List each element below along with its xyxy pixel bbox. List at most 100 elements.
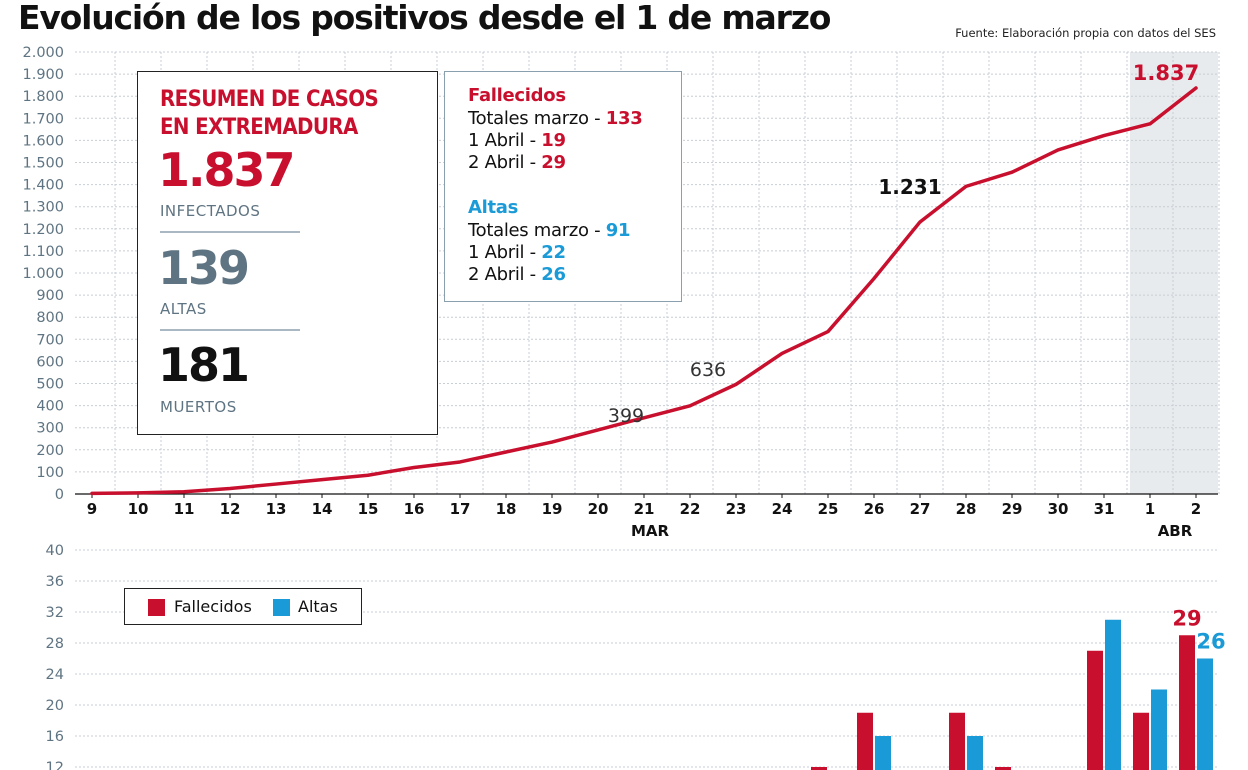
source-note: Fuente: Elaboración propia con datos del…: [955, 26, 1216, 40]
positivos-point: [228, 486, 232, 490]
x-tick-label: 27: [910, 500, 931, 518]
positivos-point: [182, 490, 186, 494]
line-annotation: 636: [690, 359, 726, 381]
x-tick-label: 26: [864, 500, 885, 518]
y-tick-label: 500: [36, 377, 64, 393]
y-tick-label: 200: [36, 443, 64, 459]
positivos-point: [1194, 86, 1198, 90]
altas-value: 139: [158, 241, 250, 295]
row-label: Totales marzo -: [468, 108, 606, 129]
fallecidos-bar: [811, 767, 827, 770]
x-tick-label: 24: [772, 500, 793, 518]
positivos-point: [136, 491, 140, 495]
legend-swatch-altas: [273, 599, 290, 616]
row-label: 1 Abril -: [468, 242, 542, 263]
fallecidos-title: Fallecidos: [468, 85, 566, 106]
x-tick-label: 23: [726, 500, 747, 518]
y-tick-label: 800: [36, 310, 64, 326]
month-label: ABR: [1158, 522, 1193, 540]
positivos-point: [1102, 134, 1106, 138]
fallecidos-bar: [995, 767, 1011, 770]
bar-y-tick-label: 20: [46, 698, 64, 714]
fallecidos-bar: [1133, 712, 1149, 770]
fallecidos-bar: [1179, 635, 1195, 770]
y-tick-label: 1.600: [22, 133, 64, 149]
x-tick-label: 16: [404, 500, 425, 518]
bar-legend: Fallecidos Altas: [124, 588, 362, 625]
y-tick-label: 900: [36, 288, 64, 304]
positivos-point: [734, 382, 738, 386]
positivos-point: [872, 277, 876, 281]
y-tick-label: 100: [36, 465, 64, 481]
x-tick-label: 21: [634, 500, 655, 518]
altas-label: ALTAS: [160, 300, 207, 318]
x-tick-label: 18: [496, 500, 517, 518]
x-tick-label: 30: [1048, 500, 1069, 518]
legend-label-fallecidos: Fallecidos: [174, 597, 252, 616]
altas-row: Totales marzo - 91: [468, 220, 631, 242]
positivos-point: [90, 491, 94, 495]
row-value: 19: [541, 130, 566, 151]
line-annotation: 399: [608, 405, 644, 427]
x-tick-label: 2: [1191, 500, 1201, 518]
bar-y-tick-label: 28: [46, 636, 64, 652]
positivos-point: [504, 450, 508, 454]
altas-title: Altas: [468, 197, 519, 218]
fallecidos-row: Totales marzo - 133: [468, 108, 643, 130]
row-value: 26: [541, 264, 566, 285]
x-tick-label: 11: [174, 500, 195, 518]
x-tick-label: 14: [312, 500, 333, 518]
y-tick-label: 1.900: [22, 67, 64, 83]
bar-y-tick-label: 36: [46, 574, 64, 590]
x-tick-label: 9: [87, 500, 97, 518]
legend-swatch-fallecidos: [148, 599, 165, 616]
altas-bar: [1197, 658, 1213, 770]
muertos-label: MUERTOS: [160, 398, 237, 416]
positivos-point: [1056, 148, 1060, 152]
bar-y-tick-label: 32: [46, 605, 64, 621]
altas-bar: [1105, 619, 1121, 770]
x-tick-label: 1: [1145, 500, 1155, 518]
y-tick-label: 300: [36, 421, 64, 437]
y-tick-label: 0: [55, 487, 64, 503]
positivos-point: [688, 404, 692, 408]
x-tick-label: 12: [220, 500, 241, 518]
y-tick-label: 700: [36, 332, 64, 348]
y-tick-label: 1.800: [22, 89, 64, 105]
x-tick-label: 15: [358, 500, 379, 518]
y-tick-label: 1.300: [22, 200, 64, 216]
summary-heading: RESUMEN DE CASOS EN EXTREMADURA: [160, 86, 379, 142]
y-tick-label: 1.400: [22, 178, 64, 194]
bar-y-tick-label: 12: [46, 760, 64, 770]
infectados-value: 1.837: [158, 143, 296, 197]
row-value: 22: [541, 242, 566, 263]
y-tick-label: 1.700: [22, 111, 64, 127]
row-label: 1 Abril -: [468, 130, 542, 151]
month-label: MAR: [631, 522, 670, 540]
y-tick-label: 1.500: [22, 156, 64, 172]
row-label: 2 Abril -: [468, 152, 542, 173]
x-tick-label: 13: [266, 500, 287, 518]
fallecidos-bar: [949, 712, 965, 770]
positivos-point: [780, 351, 784, 355]
line-annotation: 1.231: [878, 175, 941, 199]
positivos-point: [366, 473, 370, 477]
fallecidos-row: 2 Abril - 29: [468, 152, 566, 174]
bar-y-tick-label: 40: [46, 543, 64, 559]
x-tick-label: 25: [818, 500, 839, 518]
summary-divider: [160, 231, 300, 233]
positivos-point: [918, 220, 922, 224]
row-value: 133: [605, 108, 643, 129]
positivos-point: [550, 440, 554, 444]
altas-bar: [1151, 689, 1167, 770]
altas-row: 2 Abril - 26: [468, 264, 566, 286]
x-tick-label: 29: [1002, 500, 1023, 518]
altas-bar: [875, 736, 891, 770]
chart-title: Evolución de los positivos desde el 1 de…: [18, 0, 831, 37]
x-tick-label: 28: [956, 500, 977, 518]
positivos-point: [596, 428, 600, 432]
x-tick-label: 10: [128, 500, 149, 518]
positivos-point: [1148, 122, 1152, 126]
positivos-point: [320, 478, 324, 482]
